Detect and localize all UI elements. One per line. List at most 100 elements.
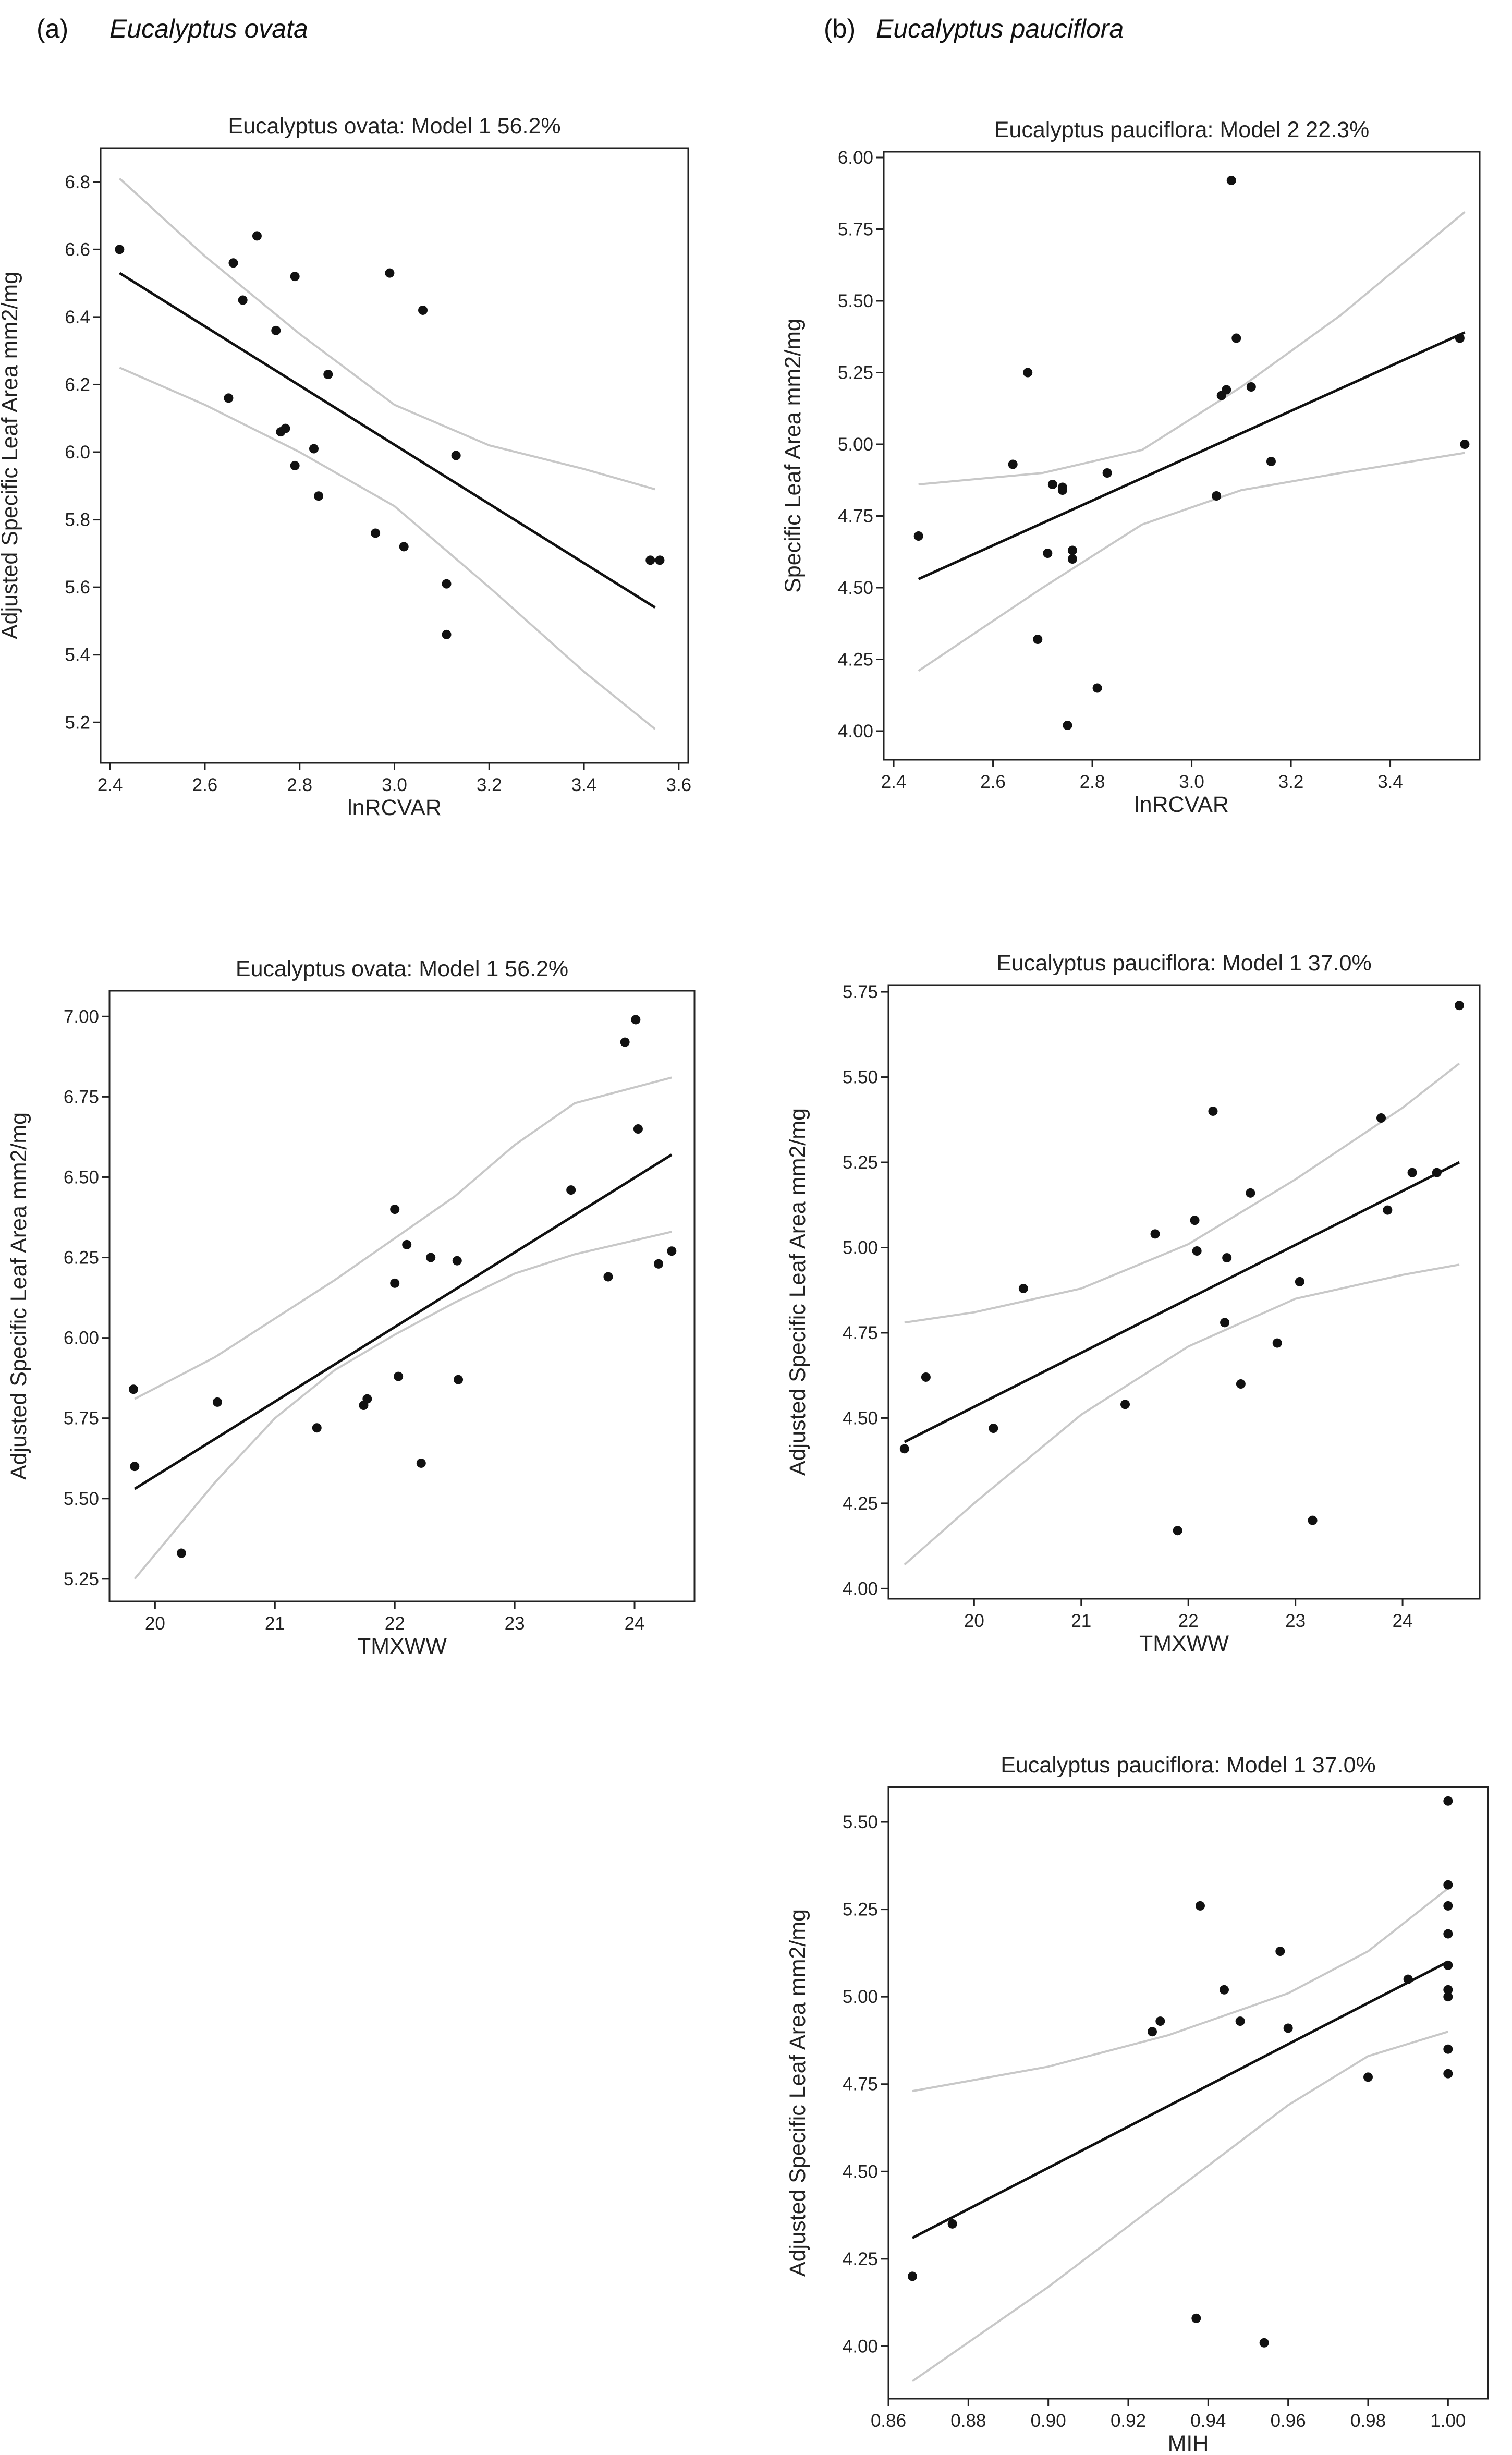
data-point [1222,1253,1232,1263]
chart-title: Eucalyptus pauciflora: Model 1 37.0% [996,951,1371,976]
x-tick-label: 2.8 [287,775,312,795]
x-tick-label: 3.0 [1179,772,1204,792]
x-tick-label: 3.2 [477,775,502,795]
data-point [1407,1168,1417,1177]
x-tick-label: 22 [385,1613,405,1634]
data-point [115,245,125,254]
data-point [385,268,395,278]
data-point [1308,1515,1318,1525]
y-tick-label: 5.50 [64,1489,99,1509]
x-axis-label: MIH [1168,2431,1209,2455]
y-tick-label: 6.0 [65,442,90,463]
data-point [1155,2016,1165,2026]
data-point [309,444,319,454]
data-point [1259,2338,1269,2348]
data-point [1443,1985,1453,1995]
x-tick-label: 0.88 [950,2411,986,2431]
data-point [1018,1283,1028,1293]
data-point [1443,1992,1453,2002]
y-tick-label: 5.75 [64,1408,99,1429]
ci-upper-curve [904,1062,1460,1324]
y-tick-label: 5.75 [838,220,873,240]
y-tick-label: 4.50 [838,578,873,598]
data-point [252,231,262,241]
plot-frame [883,151,1481,761]
x-axis-label: TMXWW [357,1634,447,1659]
y-tick-label: 6.25 [64,1248,99,1268]
data-point [566,1185,576,1195]
data-point [1443,2044,1453,2054]
data-point [238,295,248,305]
data-point [290,460,300,470]
x-tick-label: 3.0 [382,775,407,795]
panel-a-letter: (a) [36,14,68,43]
y-tick-label: 6.75 [64,1087,99,1107]
data-point [1196,1901,1205,1911]
x-tick-label: 0.86 [871,2411,906,2431]
data-point [394,1371,404,1381]
data-point [1220,1985,1229,1995]
data-point [314,491,324,501]
regression-line [911,1960,1449,2239]
data-point [1246,1188,1255,1198]
y-tick-label: 5.50 [843,1067,878,1088]
data-point [1092,683,1102,693]
regression-line [133,1153,673,1490]
x-tick-label: 0.92 [1111,2411,1146,2431]
data-point [362,1394,372,1404]
data-point [1235,2016,1245,2026]
data-point [1067,554,1077,564]
y-tick-label: 5.8 [65,510,90,530]
data-point [1150,1229,1160,1239]
ci-upper-curve [134,1076,672,1400]
data-point [130,1462,140,1472]
x-tick-label: 2.6 [980,772,1006,792]
regression-line [918,331,1466,580]
chart-title: Eucalyptus pauciflora: Model 2 22.3% [994,117,1369,142]
y-axis-label: Specific Leaf Area mm2/mg [781,319,806,593]
x-tick-label: 2.4 [97,775,123,795]
y-tick-label: 4.25 [843,2249,878,2269]
x-tick-label: 3.4 [1377,772,1403,792]
data-point [1460,440,1470,449]
charts-group: Eucalyptus ovata: Model 1 56.2% 2.4 2.6 2.8… [0,114,1489,2455]
data-point [1455,333,1465,343]
x-tick-label: 22 [1178,1611,1199,1631]
x-tick-label: 2.8 [1080,772,1105,792]
data-point [667,1246,677,1256]
ci-lower-curve [911,2031,1448,2383]
x-axis-label: lnRCVAR [347,795,442,820]
x-tick-label: 2.4 [881,772,907,792]
data-point [426,1253,436,1262]
data-point [402,1239,412,1249]
chart-title: Eucalyptus ovata: Model 1 56.2% [236,956,568,981]
y-tick-label: 5.4 [65,645,90,665]
y-tick-label: 6.50 [64,1167,99,1187]
data-point [371,528,381,538]
data-point [1443,1796,1453,1806]
ci-upper-curve [119,177,655,491]
x-tick-label: 3.4 [571,775,597,795]
data-point [1067,545,1077,555]
x-tick-label: 23 [505,1613,525,1634]
y-tick-label: 5.2 [65,712,90,733]
data-point [1376,1113,1386,1123]
regression-line [904,1161,1460,1443]
ci-lower-curve [918,452,1465,672]
data-point [290,272,300,282]
data-point [1047,480,1057,489]
data-point [228,258,238,268]
y-tick-label: 5.25 [64,1569,99,1589]
x-tick-label: 0.94 [1190,2411,1226,2431]
data-point [1102,468,1112,478]
data-point [454,1375,464,1384]
ci-upper-curve [918,211,1466,485]
regression-line [119,272,656,609]
y-tick-label: 5.25 [843,1152,878,1173]
data-point [128,1384,138,1394]
y-tick-label: 5.75 [843,982,878,1002]
chart-title: Eucalyptus pauciflora: Model 1 37.0% [1001,1753,1375,1778]
data-point [1236,1379,1246,1389]
data-point [1231,333,1241,343]
